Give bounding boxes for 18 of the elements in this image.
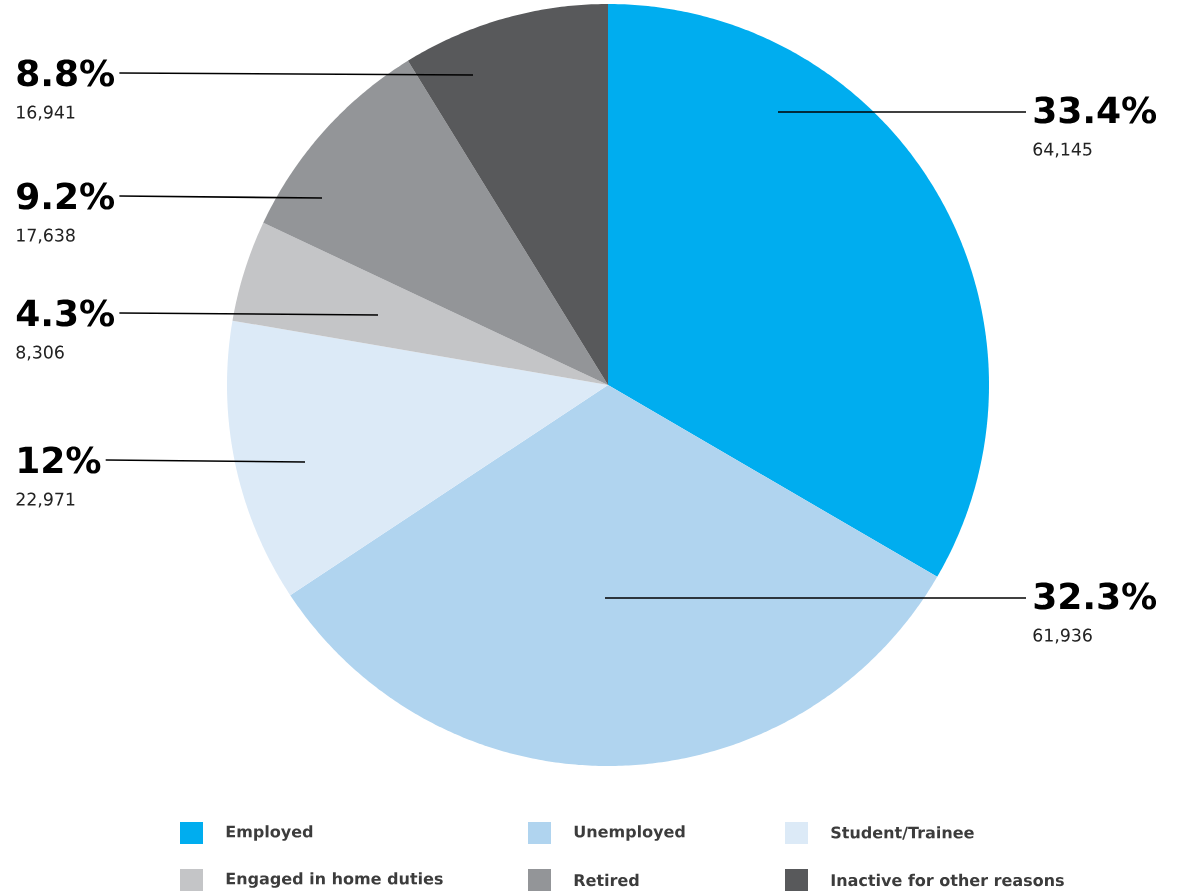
legend-label: Inactive for other reasons [831, 873, 1064, 887]
text: 17,638 [17, 228, 75, 244]
legend-label: Engaged in home duties [226, 872, 443, 888]
data-label: 9.2% [17, 182, 115, 210]
data-label: 12% [19, 446, 101, 474]
text: 8,306 [16, 345, 64, 361]
data-label: 32.3% [1034, 582, 1157, 610]
text: 16,941 [17, 105, 75, 121]
text: 22,971 [16, 492, 75, 508]
data-label: 8.8% [17, 59, 115, 87]
legend-label: Unemployed [574, 825, 685, 841]
data-label: 33.4% [1034, 96, 1157, 124]
legend-label: Student/Trainee [831, 826, 974, 840]
legend-label: Retired [574, 873, 639, 887]
legend-label: Employed [226, 825, 313, 841]
data-label: 4.3% [16, 299, 115, 327]
text: 64,145 [1033, 142, 1092, 158]
text: 61,936 [1033, 628, 1092, 644]
